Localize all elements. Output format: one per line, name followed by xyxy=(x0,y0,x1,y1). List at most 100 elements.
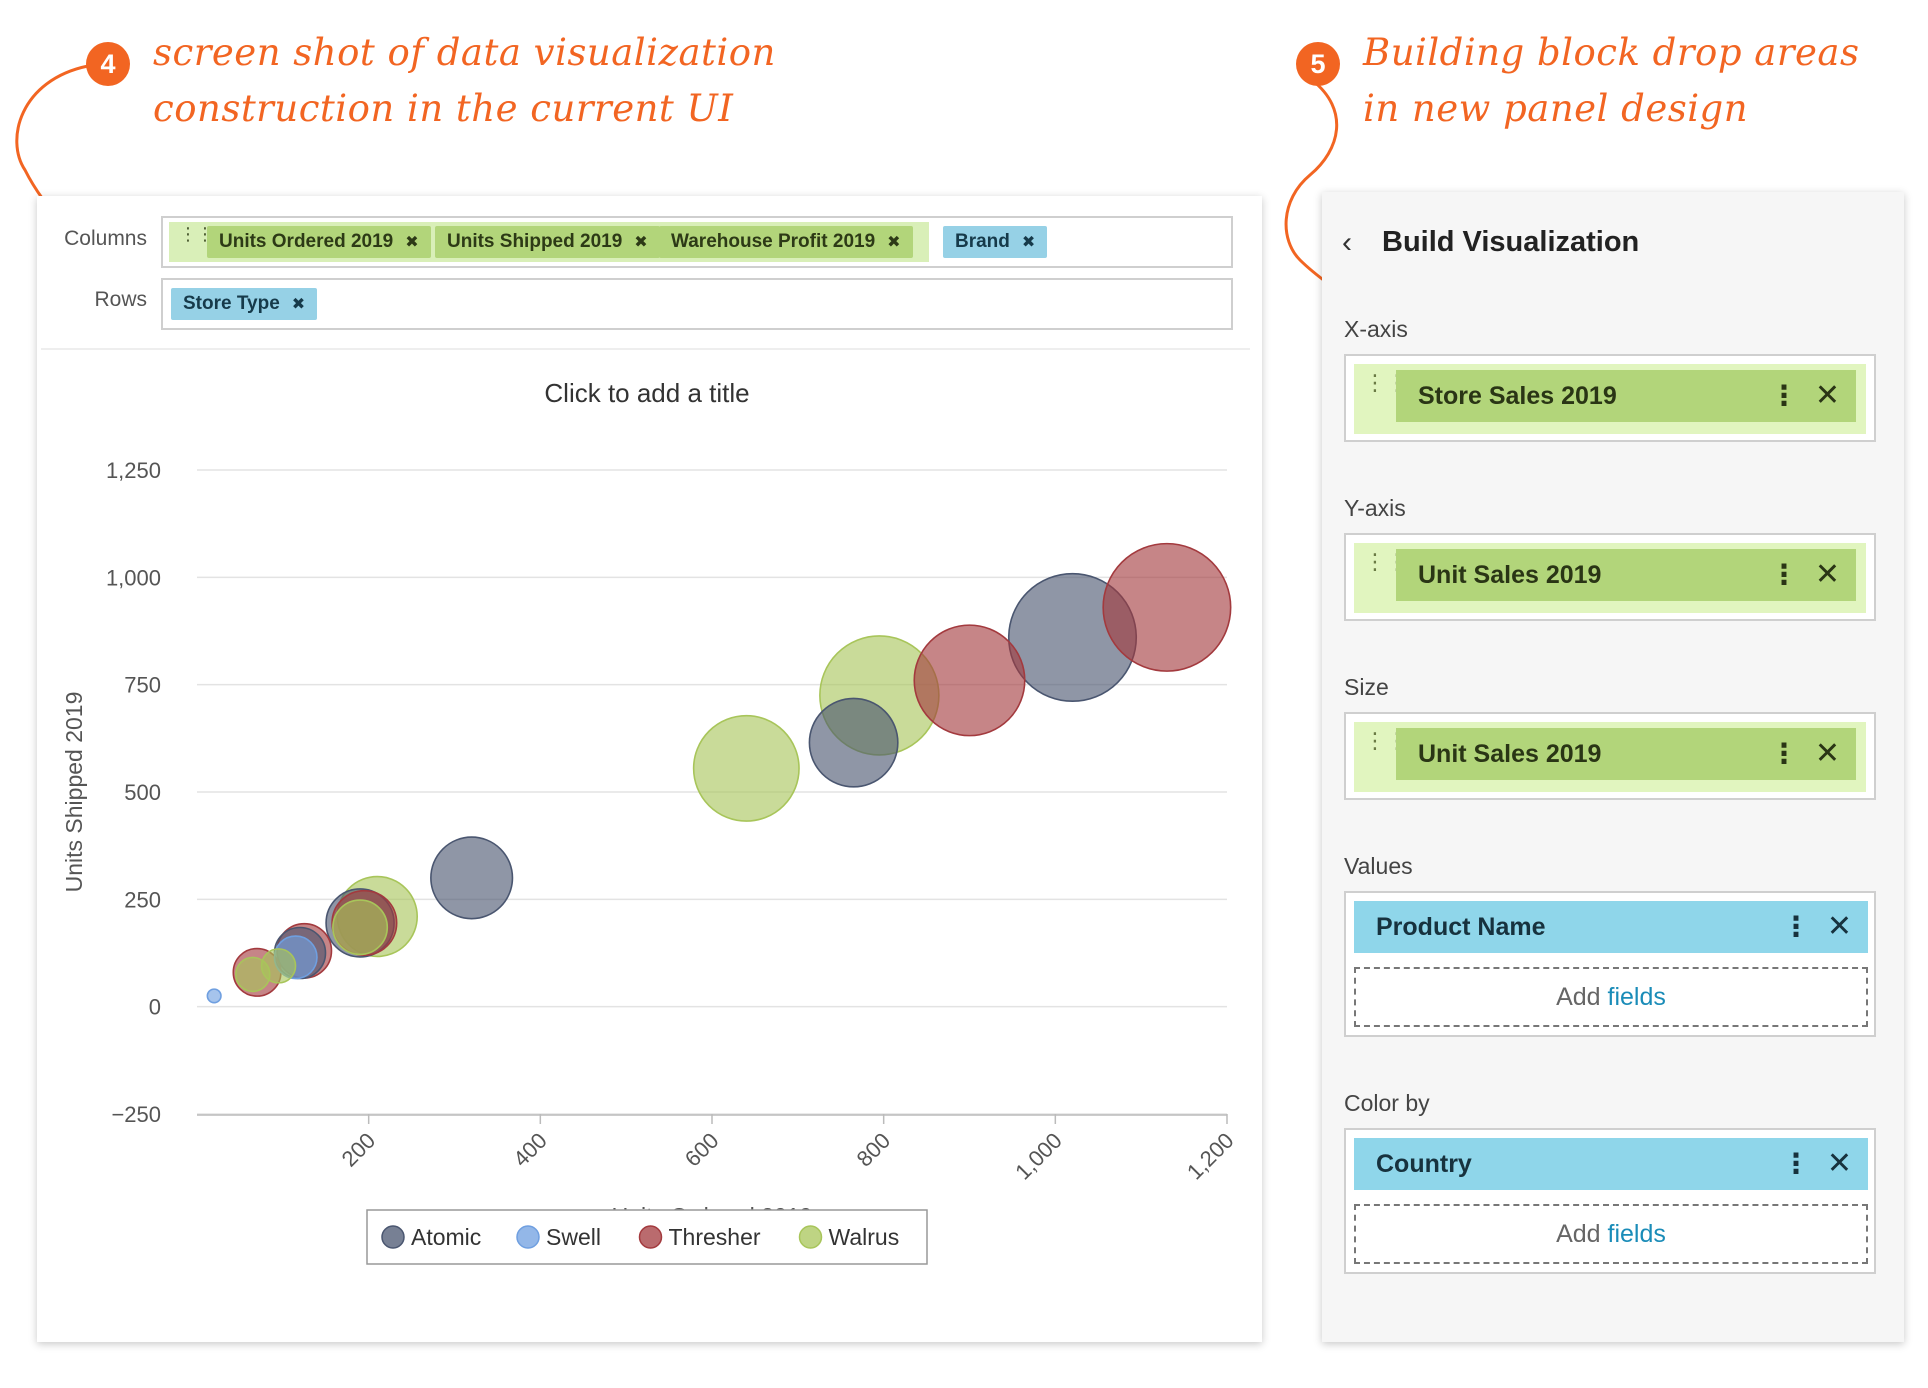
y-axis-drop-zone[interactable]: ⋮⋮ Unit Sales 2019 ⋮ ✕ xyxy=(1344,533,1876,621)
color-by-field-pill[interactable]: Country ⋮ ✕ xyxy=(1354,1138,1868,1190)
x-icon[interactable]: ✖ xyxy=(634,234,648,251)
row-pill-store-type[interactable]: Store Type ✖ xyxy=(171,288,318,320)
bubble-chart: −250 0 250 500 750 1,000 1,250 200 400 600 800 1,00… xyxy=(61,458,1239,1265)
x-icon[interactable]: ✖ xyxy=(887,234,901,251)
bubble-walrus xyxy=(234,956,271,993)
bubble-swell xyxy=(206,988,222,1004)
field-label: Unit Sales 2019 xyxy=(1418,740,1602,768)
kebab-icon[interactable]: ⋮ xyxy=(1770,380,1798,411)
size-field-pill[interactable]: Unit Sales 2019 ⋮ ✕ xyxy=(1396,728,1856,780)
rows-label: Rows xyxy=(94,288,147,311)
column-pill-warehouse-profit[interactable]: Warehouse Profit 2019 ✖ xyxy=(659,226,913,258)
close-icon[interactable]: ✕ xyxy=(1814,558,1840,591)
field-label: Unit Sales 2019 xyxy=(1418,561,1602,589)
x-axis-drop-zone[interactable]: ⋮⋮ Store Sales 2019 ⋮ ✕ xyxy=(1344,354,1876,442)
x-tick-label: 400 xyxy=(508,1128,552,1172)
field-label: Product Name xyxy=(1376,913,1546,941)
pill-label: Store Type xyxy=(183,293,280,314)
annotation-line: screen shot of data visualization xyxy=(153,31,776,74)
section-label-size: Size xyxy=(1344,674,1389,700)
add-fields-dropzone[interactable]: Add fields xyxy=(1354,967,1868,1027)
x-icon[interactable]: ✖ xyxy=(291,296,306,313)
legend-label-thresher: Thresher xyxy=(669,1224,761,1250)
section-label-values: Values xyxy=(1344,853,1413,879)
columns-label: Columns xyxy=(64,227,147,250)
divider xyxy=(41,348,1250,350)
section-label-x-axis: X-axis xyxy=(1344,316,1408,342)
annotation-number-4: 4 xyxy=(86,42,130,86)
column-pill-units-ordered[interactable]: Units Ordered 2019 ✖ xyxy=(207,226,431,258)
columns-shelf[interactable]: ⋮⋮ Units Ordered 2019 ✖ Units Shipped 201… xyxy=(161,216,1233,268)
add-fields-link[interactable]: fields xyxy=(1607,1220,1666,1248)
rows-shelf[interactable]: Store Type ✖ xyxy=(161,278,1233,330)
y-axis-label: Units Shipped 2019 xyxy=(61,692,87,893)
annotation-line: in new panel design xyxy=(1363,87,1749,130)
close-icon[interactable]: ✕ xyxy=(1814,737,1840,770)
pill-label: Units Shipped 2019 xyxy=(447,231,623,252)
x-tick-label: 200 xyxy=(337,1128,381,1172)
close-icon[interactable]: ✕ xyxy=(1814,379,1840,412)
annotation-text-4: screen shot of data visualization constr… xyxy=(153,25,776,137)
bubble-thresher xyxy=(1102,542,1232,672)
bubble-walrus xyxy=(692,714,800,822)
y-tick-label: 1,000 xyxy=(106,565,161,590)
close-icon[interactable]: ✕ xyxy=(1826,910,1852,943)
y-tick-label: 500 xyxy=(124,780,161,805)
bubble-atomic xyxy=(808,697,899,788)
current-ui-card: Columns ⋮⋮ Units Ordered 2019 ✖ Units Shi… xyxy=(37,196,1262,1342)
bubble-atomic xyxy=(430,836,514,920)
annotation-text-5: Building block drop areas in new panel d… xyxy=(1363,25,1859,137)
pill-label: Units Ordered 2019 xyxy=(219,231,394,252)
kebab-icon[interactable]: ⋮ xyxy=(1782,911,1810,942)
pill-label: Brand xyxy=(955,231,1010,252)
chart-title[interactable]: Click to add a title xyxy=(544,378,750,408)
annotation-line: construction in the current UI xyxy=(153,87,734,130)
y-tick-label: 0 xyxy=(149,995,161,1020)
legend-marker-thresher xyxy=(638,1225,663,1249)
size-drop-zone[interactable]: ⋮⋮ Unit Sales 2019 ⋮ ✕ xyxy=(1344,712,1876,800)
values-field-pill[interactable]: Product Name ⋮ ✕ xyxy=(1354,901,1868,953)
bubble-walrus xyxy=(332,899,389,956)
color-by-drop-zone[interactable]: Country ⋮ ✕ Add fields xyxy=(1344,1128,1876,1274)
y-tick-label: 250 xyxy=(124,887,161,912)
kebab-icon[interactable]: ⋮ xyxy=(1770,738,1798,769)
y-tick-label: −250 xyxy=(111,1102,161,1127)
y-tick-label: 1,250 xyxy=(106,458,161,483)
values-drop-zone[interactable]: Product Name ⋮ ✕ Add fields xyxy=(1344,891,1876,1037)
add-fields-link[interactable]: fields xyxy=(1607,983,1666,1011)
panel-title: Build Visualization xyxy=(1382,226,1640,258)
legend-marker-swell xyxy=(516,1225,540,1249)
field-label: Country xyxy=(1376,1150,1472,1178)
add-fields-text: Add xyxy=(1556,983,1601,1011)
section-label-color-by: Color by xyxy=(1344,1090,1430,1116)
build-visualization-panel: ‹ Build Visualization X-axis ⋮ ⋮ Store Sa… xyxy=(1322,192,1904,1342)
x-tick-label: 1,000 xyxy=(1010,1128,1067,1185)
field-label: Store Sales 2019 xyxy=(1418,382,1617,410)
x-tick-label: 1,200 xyxy=(1182,1128,1239,1185)
legend-marker-walrus xyxy=(798,1225,823,1249)
bubble-thresher xyxy=(913,624,1026,737)
legend-label-swell: Swell xyxy=(546,1224,601,1250)
x-icon[interactable]: ✖ xyxy=(405,234,419,251)
kebab-icon[interactable]: ⋮ xyxy=(1782,1148,1810,1179)
legend-label-walrus: Walrus xyxy=(829,1224,900,1250)
y-tick-label: 750 xyxy=(124,673,161,698)
legend-label-atomic: Atomic xyxy=(411,1224,481,1250)
section-label-y-axis: Y-axis xyxy=(1344,495,1406,521)
x-tick-label: 800 xyxy=(852,1128,896,1172)
legend-marker-atomic xyxy=(381,1225,405,1249)
column-pill-units-shipped[interactable]: Units Shipped 2019 ✖ xyxy=(435,226,660,258)
annotation-number-5: 5 xyxy=(1296,42,1340,86)
x-tick-label: 600 xyxy=(680,1128,724,1172)
y-axis-field-pill[interactable]: Unit Sales 2019 ⋮ ✕ xyxy=(1396,549,1856,601)
annotation-line: Building block drop areas xyxy=(1363,31,1860,74)
x-icon[interactable]: ✖ xyxy=(1021,234,1036,251)
pill-label: Warehouse Profit 2019 xyxy=(671,231,876,252)
close-icon[interactable]: ✕ xyxy=(1826,1147,1852,1180)
kebab-icon[interactable]: ⋮ xyxy=(1770,559,1798,590)
column-pill-brand[interactable]: Brand ✖ xyxy=(943,226,1048,258)
add-fields-text: Add xyxy=(1556,1220,1601,1248)
x-axis-field-pill[interactable]: Store Sales 2019 ⋮ ✕ xyxy=(1396,370,1856,422)
chevron-left-icon[interactable]: ‹ xyxy=(1342,226,1352,259)
add-fields-dropzone[interactable]: Add fields xyxy=(1354,1204,1868,1264)
